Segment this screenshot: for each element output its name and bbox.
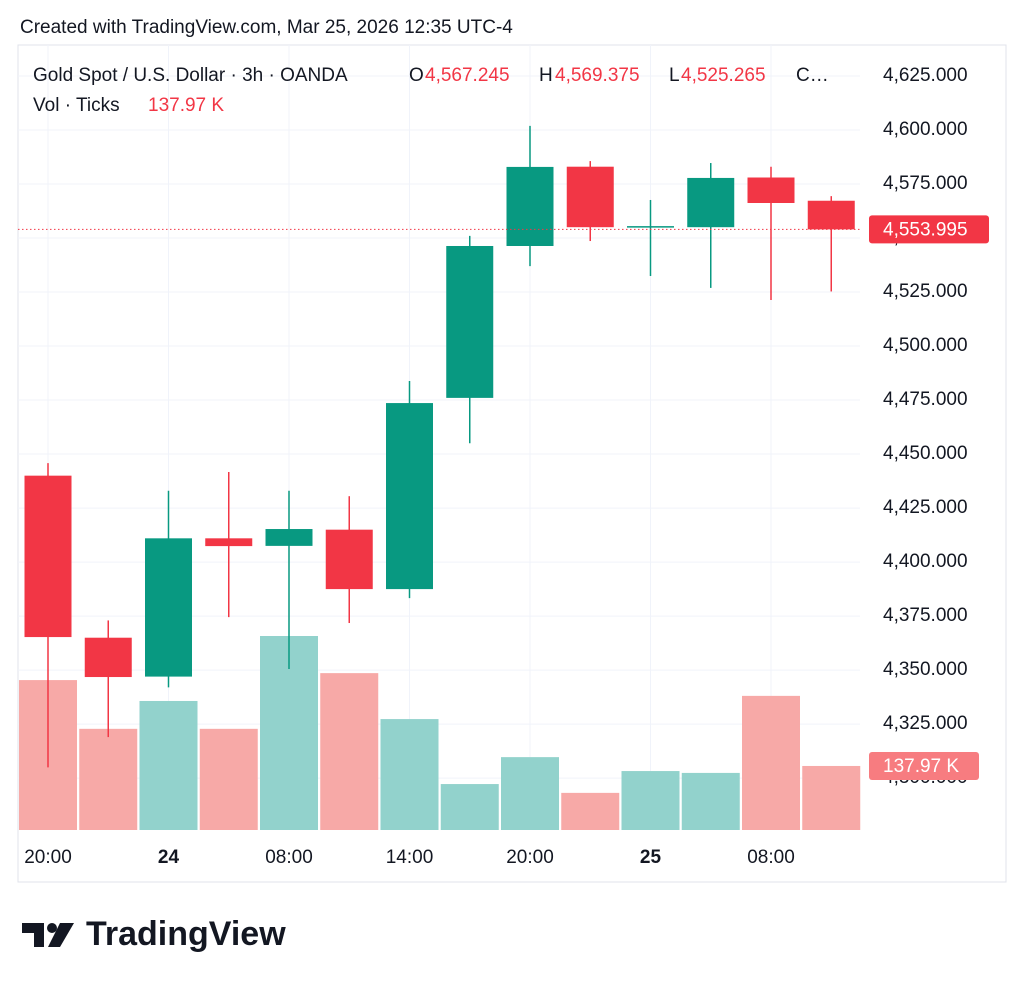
candle-body	[24, 475, 72, 638]
volume-bar	[139, 700, 198, 830]
volume-bar	[621, 771, 680, 830]
volume-bar	[199, 728, 258, 830]
credit: Created with TradingView.com, Mar 25, 20…	[20, 17, 513, 38]
y-tick-label: 4,350.000	[883, 659, 968, 680]
candle-body	[265, 529, 313, 546]
candle-body	[386, 403, 433, 590]
ohlc-low: 4,525.265	[681, 65, 766, 86]
volume-badge-label: 137.97 K	[883, 756, 959, 777]
x-tick-label: 08:00	[747, 847, 795, 868]
volume-badge	[869, 751, 979, 780]
candle-body	[506, 166, 554, 246]
ohlc-open-key: O	[409, 65, 424, 86]
price-badge	[869, 215, 989, 244]
candle-body	[807, 200, 855, 230]
ohlc-open: 4,567.245	[425, 65, 510, 86]
volume-bar	[501, 757, 559, 830]
y-tick-label: 4,500.000	[883, 335, 968, 356]
candle-body	[687, 177, 735, 228]
candle-body	[205, 538, 253, 547]
candle-body	[446, 245, 494, 398]
ohlc-high: 4,569.375	[555, 65, 640, 86]
volume-bar	[802, 765, 861, 830]
volume-bar	[320, 673, 379, 830]
ohlc-close-key: C…	[796, 65, 829, 86]
y-tick-label: 4,325.000	[883, 713, 968, 734]
volume-bar	[742, 695, 800, 830]
brand-logo	[22, 923, 74, 947]
x-tick-label: 08:00	[265, 847, 313, 868]
x-tick-label: 20:00	[24, 847, 72, 868]
volume-bar	[681, 772, 740, 830]
candle-body	[747, 177, 795, 203]
y-tick-label: 4,600.000	[883, 119, 968, 140]
symbol-title: Gold Spot / U.S. Dollar · 3h · OANDA	[33, 65, 348, 86]
volume-bar	[561, 792, 620, 830]
volume-bar	[79, 728, 138, 830]
x-tick-label: 25	[640, 847, 662, 868]
x-tick-label: 24	[158, 847, 180, 868]
candle-body	[325, 529, 373, 590]
y-tick-label: 4,400.000	[883, 551, 968, 572]
x-tick-label: 20:00	[506, 847, 554, 868]
volume-name: Vol · Ticks	[33, 95, 120, 116]
chart-frame	[17, 44, 1007, 883]
y-tick-label: 4,625.000	[883, 65, 968, 86]
volume-bar	[380, 719, 439, 830]
candle-body	[84, 637, 132, 678]
candle-body	[566, 166, 614, 228]
volume-legend-value: 137.97 K	[148, 95, 224, 116]
price-badge-label: 4,553.995	[883, 219, 968, 240]
ohlc-low-key: L	[669, 65, 680, 86]
candle-body	[145, 538, 192, 677]
y-tick-label: 4,525.000	[883, 281, 968, 302]
y-tick-label: 4,375.000	[883, 605, 968, 626]
y-tick-label: 4,450.000	[883, 443, 968, 464]
y-tick-label: 4,475.000	[883, 389, 968, 410]
candle-body	[627, 226, 674, 228]
y-tick-label: 4,425.000	[883, 497, 968, 518]
y-tick-label: 4,575.000	[883, 173, 968, 194]
x-tick-label: 14:00	[386, 847, 434, 868]
ohlc-high-key: H	[539, 65, 553, 86]
volume-bar	[440, 784, 499, 830]
brand: TradingView	[86, 915, 286, 953]
